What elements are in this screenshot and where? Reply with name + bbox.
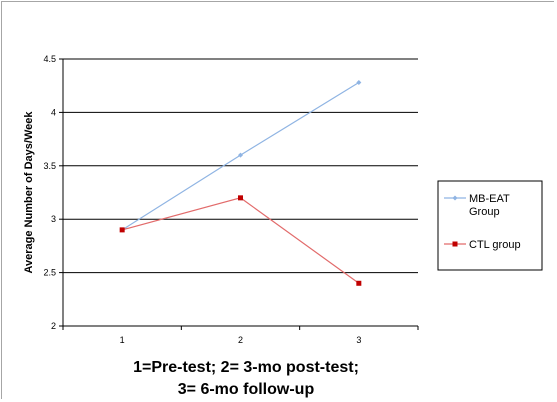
legend-marker	[452, 195, 458, 201]
legend-marker	[452, 241, 458, 247]
y-tick-label: 3	[51, 214, 56, 224]
x-axis-label-line-1: 1=Pre-test; 2= 3-mo post-test;	[133, 359, 359, 376]
y-tick-label: 4	[51, 107, 56, 117]
legend-label: MB-EAT	[469, 193, 510, 205]
legend-label: Group	[469, 206, 500, 218]
data-point	[238, 195, 243, 201]
x-tick-label: 3	[356, 335, 361, 345]
data-point	[119, 227, 125, 233]
x-tick-label: 1	[120, 335, 125, 345]
axes: 2 2.5 3 3.5 4 4.5 1 2 3	[43, 54, 419, 345]
series-layer	[119, 79, 362, 286]
x-tick-label: 2	[238, 335, 243, 345]
gridlines	[63, 58, 418, 274]
plot-background	[63, 59, 418, 326]
legend-box	[437, 180, 543, 271]
series-2	[119, 195, 362, 286]
data-point	[356, 280, 362, 286]
y-axis-label: Average Number of Days/Week	[23, 111, 35, 274]
data-point	[238, 152, 243, 158]
x-axis-label-line-2: 3= 6-mo follow-up	[178, 381, 315, 398]
plot-area	[63, 59, 418, 326]
legend-label: CTL group	[469, 239, 521, 251]
data-point	[356, 79, 362, 85]
y-tick-label: 4.5	[43, 54, 56, 64]
y-tick-label: 2.5	[43, 268, 56, 278]
y-tick-label: 3.5	[43, 161, 56, 171]
y-tick-label: 2	[51, 321, 56, 331]
